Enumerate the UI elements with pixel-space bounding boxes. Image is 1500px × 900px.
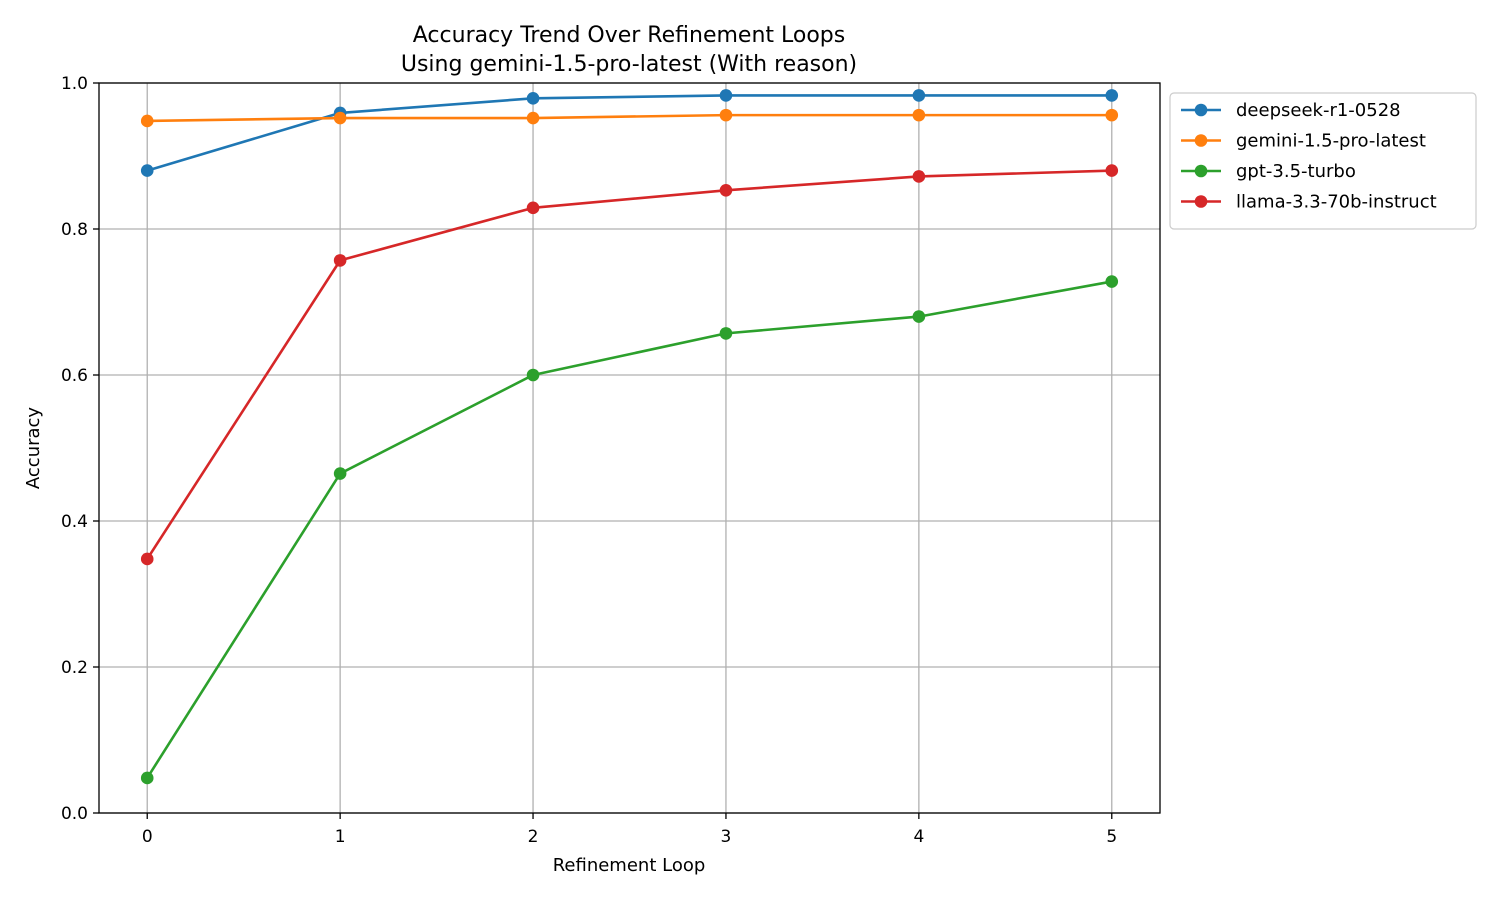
- x-tick-label: 3: [721, 827, 732, 847]
- data-point: [912, 170, 926, 183]
- x-tick-label: 5: [1106, 827, 1117, 847]
- x-tick-label: 4: [913, 827, 924, 847]
- data-point: [719, 108, 733, 122]
- x-tick-label: 0: [142, 827, 153, 847]
- y-tick-label: 1.0: [61, 74, 88, 94]
- data-point: [1105, 108, 1119, 122]
- data-point: [333, 254, 347, 267]
- chart-subtitle: Using gemini-1.5-pro-latest (With reason…: [401, 52, 857, 77]
- data-point: [719, 327, 733, 340]
- legend-swatch-marker: [1194, 134, 1208, 147]
- data-point: [526, 368, 540, 382]
- legend-label: deepseek-r1-0528: [1236, 100, 1401, 121]
- data-point: [140, 771, 154, 785]
- data-point: [912, 89, 926, 102]
- y-tick-label: 0.8: [61, 220, 88, 240]
- legend-item: gemini-1.5-pro-latest: [1181, 131, 1426, 152]
- data-point: [526, 201, 540, 215]
- legend-label: gemini-1.5-pro-latest: [1236, 131, 1426, 152]
- data-point: [912, 108, 926, 122]
- data-point: [526, 111, 540, 125]
- ticks-layer: 0 1 2 3 4 5 0.0 0.2 0.4 0.6 0.8 1.0: [61, 74, 1117, 847]
- plot-frame: [98, 82, 1161, 814]
- series-line: [145, 280, 1114, 780]
- series-line: [145, 113, 1114, 123]
- legend-box: [1169, 92, 1477, 230]
- legend-swatch-marker: [1194, 103, 1208, 117]
- legend-label: llama-3.3-70b-instruct: [1236, 192, 1437, 213]
- data-point: [140, 164, 154, 177]
- data-point: [333, 111, 347, 125]
- y-tick-label: 0.2: [61, 658, 88, 678]
- data-point: [526, 92, 540, 105]
- y-axis-label: Accuracy: [23, 407, 44, 490]
- x-tick-label: 1: [335, 827, 346, 847]
- data-point: [140, 552, 154, 566]
- data-point: [719, 184, 733, 197]
- grid-layer: [99, 82, 1160, 814]
- chart-title: Accuracy Trend Over Refinement Loops: [413, 23, 845, 48]
- data-point: [912, 310, 926, 323]
- legend: deepseek-r1-0528 gemini-1.5-pro-latest gpt…: [1169, 92, 1477, 230]
- data-point: [1105, 164, 1119, 177]
- series-layer: [140, 89, 1119, 785]
- series-gemini-1.5-pro-latest: [140, 108, 1119, 128]
- legend-swatch-marker: [1194, 195, 1208, 208]
- y-tick-label: 0.0: [61, 804, 88, 824]
- series-deepseek-r1-0528: [140, 89, 1119, 177]
- data-point: [1105, 275, 1119, 288]
- series-line: [145, 94, 1114, 173]
- legend-swatch-marker: [1194, 164, 1208, 178]
- series-line: [145, 169, 1114, 561]
- series-gpt-3.5-turbo: [140, 275, 1119, 785]
- y-tick-label: 0.6: [61, 366, 88, 386]
- series-llama-3.3-70b-instruct: [140, 164, 1119, 566]
- data-point: [1105, 89, 1119, 102]
- x-axis-label: Refinement Loop: [553, 855, 706, 876]
- data-point: [140, 114, 154, 128]
- data-point: [719, 89, 733, 102]
- data-point: [333, 467, 347, 480]
- legend-item: deepseek-r1-0528: [1181, 100, 1401, 121]
- x-tick-label: 2: [528, 827, 539, 847]
- legend-item: llama-3.3-70b-instruct: [1181, 192, 1437, 213]
- legend-item: gpt-3.5-turbo: [1181, 161, 1356, 182]
- legend-label: gpt-3.5-turbo: [1236, 161, 1356, 182]
- y-tick-label: 0.4: [61, 512, 88, 532]
